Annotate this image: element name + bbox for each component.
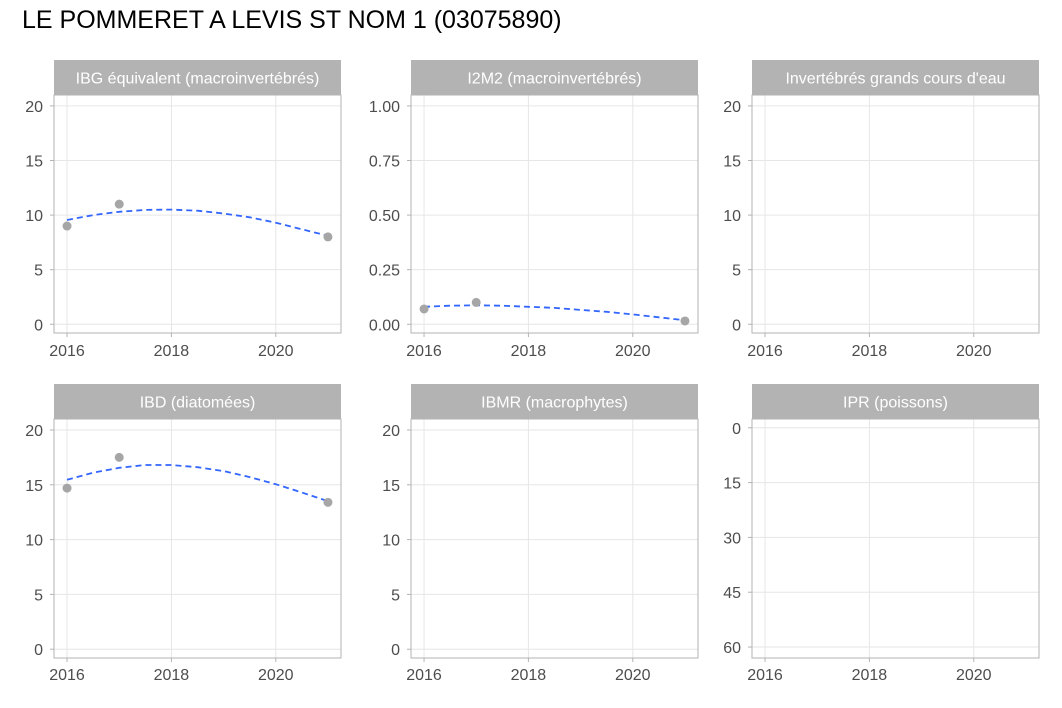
panel-4-strip (54, 384, 341, 419)
panel-3-ytick-label-3: 15 (723, 154, 741, 171)
panel-3-xtick-label-1: 2018 (852, 343, 888, 360)
panel-1-xtick-label-0: 2016 (49, 343, 85, 360)
panel-1-border (53, 94, 342, 334)
panel-4-border (53, 418, 342, 659)
panel-1-xtick-label-2: 2020 (258, 343, 294, 360)
panel-1-point-2 (323, 232, 333, 242)
panel-2-point-1 (471, 297, 481, 307)
panel-4-point-0 (62, 483, 72, 493)
panel-2-xtick-label-0: 2016 (406, 343, 442, 360)
panel-1-strip (54, 60, 341, 95)
panel-2-ytick-label-1: 0.25 (369, 263, 400, 280)
panel-6-ytick-label-3: 45 (723, 585, 741, 602)
panel-2-strip (411, 60, 698, 95)
panel-2-xtick-label-2: 2020 (615, 343, 651, 360)
panel-5-ytick-label-3: 15 (382, 478, 400, 495)
panel-6-xtick-label-0: 2016 (747, 667, 783, 684)
panel-1-strip-title: IBG équivalent (macroinvertébrés) (76, 71, 320, 88)
panel-5-xtick-label-1: 2018 (511, 667, 547, 684)
panel-5-ytick-label-4: 20 (382, 423, 400, 440)
panel-4-ytick-label-0: 0 (34, 642, 43, 659)
panel-5-strip-title: IBMR (macrophytes) (481, 395, 628, 412)
panel-2-ytick-label-0: 0.00 (369, 317, 400, 334)
panel-2-ytick-label-2: 0.50 (369, 208, 400, 225)
panel-4-ytick-label-4: 20 (25, 423, 43, 440)
panel-4-strip-title: IBD (diatomées) (140, 395, 256, 412)
panel-6-strip (752, 384, 1039, 419)
panel-2-ytick-label-3: 0.75 (369, 154, 400, 171)
panel-5-xtick-label-0: 2016 (406, 667, 442, 684)
panel-4-ytick-label-3: 15 (25, 478, 43, 495)
panel-4-point-2 (323, 497, 333, 507)
panel-5-strip (411, 384, 698, 419)
panel-3-ytick-label-0: 0 (732, 317, 741, 334)
panel-6-strip-title: IPR (poissons) (843, 395, 948, 412)
panel-3-ytick-label-4: 20 (723, 99, 741, 116)
panel-2-point-2 (680, 316, 690, 326)
panel-2-trend-line (423, 304, 686, 322)
panel-4-ytick-label-2: 10 (25, 533, 43, 550)
panel-5-ytick-label-0: 0 (391, 642, 400, 659)
panel-1-ytick-label-2: 10 (25, 208, 43, 225)
page-title: LE POMMERET A LEVIS ST NOM 1 (03075890) (22, 6, 562, 34)
panel-1-trend-line (66, 208, 329, 237)
panel-1-ytick-label-3: 15 (25, 154, 43, 171)
panel-3-xtick-label-0: 2016 (747, 343, 783, 360)
panel-6-xtick-label-2: 2020 (956, 667, 992, 684)
panel-2-strip-title: I2M2 (macroinvertébrés) (467, 71, 641, 88)
panel-1-ytick-label-1: 5 (34, 263, 43, 280)
panel-1-point-1 (114, 199, 124, 209)
panel-3-border (751, 94, 1040, 334)
panel-3-ytick-label-2: 10 (723, 208, 741, 225)
panel-2-ytick-label-4: 1.00 (369, 99, 400, 116)
panel-6-ytick-label-2: 30 (723, 530, 741, 547)
panel-3-strip-title: Invertébrés grands cours d'eau (785, 71, 1005, 88)
panel-1-ytick-label-4: 20 (25, 99, 43, 116)
panel-4-ytick-label-1: 5 (34, 587, 43, 604)
panel-6-ytick-label-1: 15 (723, 476, 741, 493)
panel-1-xtick-label-1: 2018 (154, 343, 190, 360)
panel-5-xtick-label-2: 2020 (615, 667, 651, 684)
panel-2-xtick-label-1: 2018 (511, 343, 547, 360)
panel-6-xtick-label-1: 2018 (852, 667, 888, 684)
panel-1-ytick-label-0: 0 (34, 317, 43, 334)
panel-3-xtick-label-2: 2020 (956, 343, 992, 360)
panel-1-point-0 (62, 221, 72, 231)
panel-4-trend-line (66, 464, 329, 503)
panel-4-xtick-label-0: 2016 (49, 667, 85, 684)
panel-5-ytick-label-1: 5 (391, 587, 400, 604)
panel-2-border (410, 94, 699, 334)
panel-6-ytick-label-4: 60 (723, 640, 741, 657)
panel-5-border (410, 418, 699, 659)
panel-3-ytick-label-1: 5 (732, 263, 741, 280)
panel-6-ytick-label-0: 0 (732, 421, 741, 438)
panel-4-xtick-label-1: 2018 (154, 667, 190, 684)
panel-5-ytick-label-2: 10 (382, 533, 400, 550)
panel-2-point-0 (419, 304, 429, 314)
panel-6-border (751, 418, 1040, 659)
panel-4-point-1 (114, 452, 124, 462)
panel-3-strip (752, 60, 1039, 95)
panel-4-xtick-label-2: 2020 (258, 667, 294, 684)
